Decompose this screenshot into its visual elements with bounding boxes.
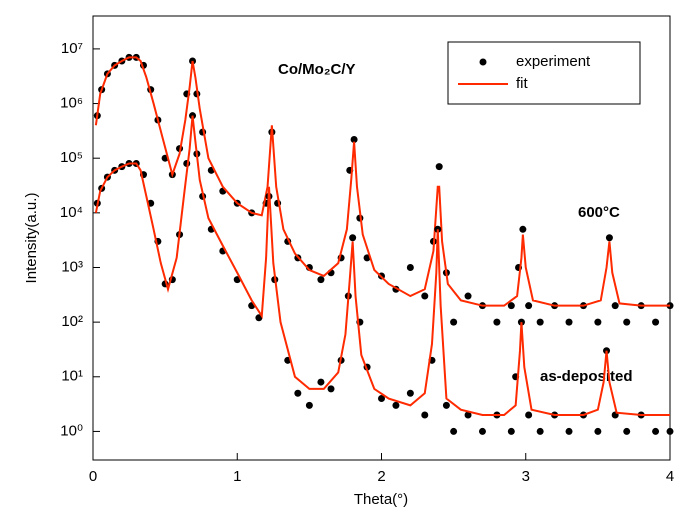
- data-point: [435, 163, 443, 171]
- y-tick-label: 10⁴: [60, 204, 83, 221]
- legend-label: fit: [516, 75, 529, 92]
- data-point: [605, 234, 613, 242]
- data-point: [305, 401, 313, 409]
- data-point: [392, 401, 400, 409]
- annotation: Co/Mo₂C/Y: [278, 61, 356, 78]
- x-tick-label: 2: [377, 468, 385, 485]
- legend-box: [447, 41, 641, 105]
- data-point: [611, 302, 619, 310]
- data-point: [594, 427, 602, 435]
- y-tick-label: 10⁵: [60, 149, 83, 166]
- data-point: [442, 401, 450, 409]
- y-tick-label: 10³: [61, 258, 83, 275]
- y-axis-label: Intensity(a.u.): [23, 193, 40, 284]
- y-tick-label: 10⁶: [60, 95, 83, 112]
- fit-line: [94, 56, 670, 307]
- data-point: [536, 318, 544, 326]
- data-point: [666, 427, 674, 435]
- legend-label: experiment: [516, 53, 591, 70]
- legend-swatch: [479, 58, 487, 66]
- data-point: [450, 427, 458, 435]
- y-tick-label: 10¹: [61, 368, 83, 385]
- data-point: [350, 135, 358, 143]
- data-point: [327, 385, 335, 393]
- y-tick-label: 10⁰: [60, 422, 83, 439]
- data-point: [421, 292, 429, 300]
- annotation: 600°C: [578, 204, 620, 221]
- x-tick-label: 0: [89, 468, 97, 485]
- data-point: [464, 411, 472, 419]
- data-point: [317, 378, 325, 386]
- data-point: [536, 427, 544, 435]
- data-point: [565, 427, 573, 435]
- data-point: [623, 318, 631, 326]
- data-point: [652, 427, 660, 435]
- data-point: [525, 302, 533, 310]
- data-point: [525, 411, 533, 419]
- data-point: [594, 318, 602, 326]
- x-tick-label: 3: [522, 468, 530, 485]
- data-point: [421, 411, 429, 419]
- annotation: as-deposited: [540, 368, 633, 385]
- data-point: [507, 427, 515, 435]
- data-point: [623, 427, 631, 435]
- data-point: [652, 318, 660, 326]
- fit-line: [94, 115, 670, 416]
- data-point: [493, 318, 501, 326]
- data-point: [565, 318, 573, 326]
- data-point: [255, 314, 263, 322]
- y-tick-label: 10⁷: [61, 40, 83, 57]
- data-point: [464, 292, 472, 300]
- data-point: [507, 302, 515, 310]
- data-point: [478, 427, 486, 435]
- data-point: [294, 389, 302, 397]
- x-tick-label: 1: [233, 468, 241, 485]
- data-point: [317, 276, 325, 284]
- data-point: [406, 389, 414, 397]
- data-point: [349, 234, 357, 242]
- y-tick-label: 10²: [61, 313, 83, 330]
- data-point: [519, 225, 527, 233]
- x-tick-label: 4: [666, 468, 674, 485]
- x-axis-label: Theta(°): [354, 491, 408, 508]
- data-point: [450, 318, 458, 326]
- data-point: [378, 395, 385, 403]
- data-point: [406, 263, 414, 271]
